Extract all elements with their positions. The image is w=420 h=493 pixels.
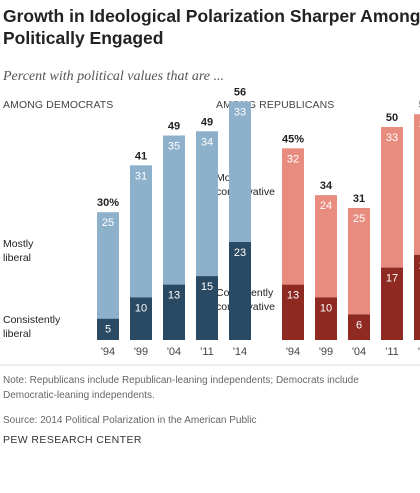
rep-upper-value-label-4: 33 bbox=[419, 119, 420, 131]
rep-lower-value-label-1: 10 bbox=[320, 302, 332, 314]
rep-bar-lower-2 bbox=[348, 314, 370, 340]
rep-bar-lower-0 bbox=[282, 284, 304, 340]
rep-bar-lower-3 bbox=[381, 267, 403, 340]
dem-upper-value-label-0: 25 bbox=[102, 217, 114, 229]
rep-bar-upper-4 bbox=[414, 114, 420, 255]
dem-lower-value-label-1: 10 bbox=[135, 302, 147, 314]
dem-x-tick-2: '04 bbox=[167, 346, 181, 358]
dem-lower-value-label-4: 23 bbox=[234, 247, 246, 259]
dem-bar-lower-1 bbox=[130, 297, 152, 340]
dem-total-label-0: 30% bbox=[97, 197, 119, 209]
dem-mostly-liberal-label-line-1: Mostly bbox=[3, 238, 34, 250]
rep-x-tick-0: '94 bbox=[286, 346, 300, 358]
rep-upper-value-label-0: 32 bbox=[287, 153, 299, 165]
rep-bar-upper-2 bbox=[348, 207, 370, 315]
dem-lower-value-label-3: 15 bbox=[201, 281, 213, 293]
dem-bar-lower-2 bbox=[163, 284, 185, 340]
rep-lower-value-label-0: 13 bbox=[287, 290, 299, 302]
democrats-panel-title: AMONG DEMOCRATS bbox=[3, 99, 113, 111]
dem-lower-value-label-0: 5 bbox=[105, 324, 111, 336]
dem-upper-value-label-4: 33 bbox=[234, 106, 246, 118]
dem-mostly-liberal-label-line-2: liberal bbox=[3, 252, 31, 264]
rep-bar-lower-1 bbox=[315, 297, 337, 340]
rep-upper-value-label-2: 25 bbox=[353, 213, 365, 225]
rep-total-label-2: 31 bbox=[353, 193, 365, 205]
dem-bar-lower-0 bbox=[97, 318, 119, 340]
dem-lower-value-label-2: 13 bbox=[168, 290, 180, 302]
rep-lower-value-label-4: 20 bbox=[419, 260, 420, 272]
dem-upper-value-label-2: 35 bbox=[168, 141, 180, 153]
dem-bar-upper-3 bbox=[196, 131, 218, 277]
dem-bar-upper-4 bbox=[229, 101, 251, 243]
dem-x-tick-4: '14 bbox=[233, 346, 247, 358]
rep-x-tick-1: '99 bbox=[319, 346, 333, 358]
pew-credit: PEW RESEARCH CENTER bbox=[3, 434, 142, 446]
dem-bar-upper-2 bbox=[163, 135, 185, 285]
dem-total-label-4: 56 bbox=[234, 86, 246, 98]
rep-bar-upper-0 bbox=[282, 148, 304, 285]
rep-total-label-1: 34 bbox=[320, 180, 333, 192]
dem-x-tick-0: '94 bbox=[101, 346, 115, 358]
dem-bar-lower-3 bbox=[196, 276, 218, 340]
dem-x-tick-3: '11 bbox=[200, 346, 214, 358]
dem-bar-upper-0 bbox=[97, 212, 119, 319]
rep-total-label-4: 53 bbox=[419, 99, 420, 111]
rep-upper-value-label-1: 24 bbox=[320, 200, 332, 212]
dem-total-label-1: 41 bbox=[135, 150, 147, 162]
rep-total-label-3: 50 bbox=[386, 112, 398, 124]
bar-marks: 25 5 30% '94 31 10 41 '99 35 13 49 '04 34 15 49 '11 33 23… bbox=[97, 86, 420, 358]
note-line-1: Note: Republicans include Republican-lea… bbox=[3, 375, 359, 386]
rep-upper-value-label-3: 33 bbox=[386, 132, 398, 144]
dem-x-tick-1: '99 bbox=[134, 346, 148, 358]
rep-total-label-0: 45% bbox=[282, 133, 304, 145]
dem-upper-value-label-1: 31 bbox=[135, 170, 147, 182]
rep-lower-value-label-3: 17 bbox=[386, 273, 398, 285]
rep-bar-lower-4 bbox=[414, 254, 420, 340]
chart-subtitle: Percent with political values that are .… bbox=[2, 69, 224, 84]
rep-x-tick-2: '04 bbox=[352, 346, 366, 358]
note-line-2: Democratic-leaning independents. bbox=[3, 390, 155, 401]
dem-consistently-liberal-label-line-1: Consistently bbox=[3, 314, 61, 326]
rep-bar-upper-1 bbox=[315, 195, 337, 298]
dem-bar-upper-1 bbox=[130, 165, 152, 298]
rep-bar-upper-3 bbox=[381, 127, 403, 268]
source-note: Source: 2014 Political Polarization in t… bbox=[3, 415, 256, 426]
dem-upper-value-label-3: 34 bbox=[201, 136, 213, 148]
dem-consistently-liberal-label-line-2: liberal bbox=[3, 328, 31, 340]
rep-x-tick-3: '11 bbox=[385, 346, 399, 358]
dem-bar-lower-4 bbox=[229, 242, 251, 340]
chart-title-line-1: Growth in Ideological Polarization Sharp… bbox=[3, 6, 420, 26]
dem-total-label-2: 49 bbox=[168, 121, 180, 133]
rep-x-tick-4: '14 bbox=[418, 346, 420, 358]
dem-total-label-3: 49 bbox=[201, 116, 213, 128]
rep-lower-value-label-2: 6 bbox=[356, 319, 362, 331]
chart-title-line-2: Politically Engaged bbox=[3, 28, 163, 48]
